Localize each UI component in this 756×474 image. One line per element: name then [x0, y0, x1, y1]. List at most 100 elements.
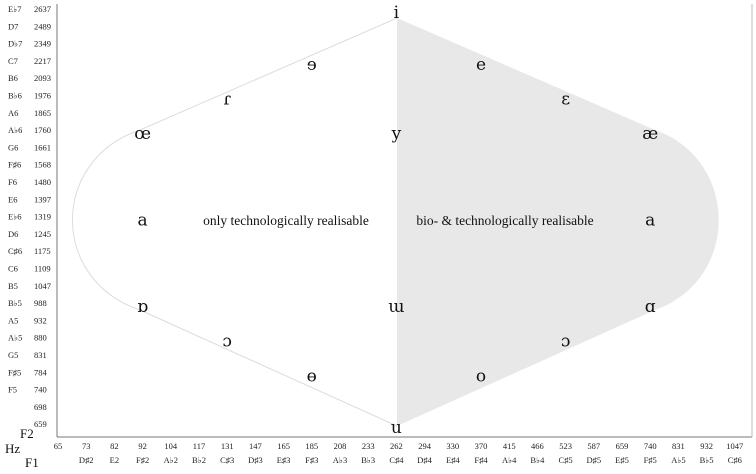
f2-note-tick: A♭6 — [8, 125, 22, 135]
f1-note-tick: C♯6 — [728, 455, 742, 465]
vowel-symbol: ɾ — [223, 90, 231, 110]
f1-note-tick: B♭4 — [530, 455, 545, 465]
f1-hz-tick: 370 — [475, 441, 488, 451]
vowel-symbol: ɛ — [561, 90, 570, 110]
f1-hz-tick: 73 — [82, 441, 91, 451]
vowel-symbol: ɯ — [388, 297, 404, 317]
f1-note-tick: A♭4 — [502, 455, 517, 465]
f2-hz-tick: 831 — [34, 350, 47, 360]
vowel-symbol: ɔ — [222, 332, 232, 352]
f2-hz-tick: 784 — [34, 367, 48, 377]
f2-hz-tick: 1175 — [34, 246, 51, 256]
f1-note-tick: B♭2 — [192, 455, 206, 465]
f2-note-tick: A♭5 — [8, 333, 22, 343]
f1-hz-tick: 233 — [362, 441, 375, 451]
f2-hz-tick: 2489 — [34, 21, 51, 31]
f1-note-tick: E♯3 — [277, 455, 291, 465]
f2-note-tick: E♭7 — [8, 4, 21, 14]
f1-note-tick: A♭3 — [333, 455, 347, 465]
vowel-symbols: i ɘ e ɾ ɛ œ y æ a a ɒ ɯ ɑ ɔ ɔ ɵ o u — [134, 3, 658, 438]
f1-hz-tick: 82 — [110, 441, 119, 451]
f2-note-tick: C♯6 — [8, 246, 22, 256]
f2-hz-tick: 1865 — [34, 108, 51, 118]
f1-hz-tick: 415 — [503, 441, 516, 451]
vowel-symbol: ɑ — [645, 297, 656, 317]
vowel-symbol: i — [394, 3, 400, 23]
f1-note-tick: B♭3 — [361, 455, 375, 465]
vowel-symbol: a — [645, 211, 655, 231]
f1-hz-tick: 208 — [334, 441, 347, 451]
f2-hz-tick: 932 — [34, 315, 47, 325]
vowel-symbol: y — [391, 124, 402, 144]
hz-unit-label: Hz — [5, 441, 20, 456]
f1-note-tick: D♯4 — [417, 455, 432, 465]
f2-note-tick: A6 — [8, 108, 18, 118]
f2-hz-tick: 2093 — [34, 73, 51, 83]
f2-hz-tick: 988 — [34, 298, 47, 308]
f1-axis-label: F1 — [25, 455, 39, 470]
f2-note-tick: G5 — [8, 350, 18, 360]
f1-note-tick: D♯3 — [248, 455, 263, 465]
f1-note-tick: C♯5 — [559, 455, 573, 465]
f1-hz-tick: 831 — [672, 441, 685, 451]
f2-hz-tick: 1109 — [34, 264, 51, 274]
vowel-symbol: æ — [642, 124, 658, 144]
f2-hz-tick: 880 — [34, 333, 47, 343]
f1-hz-tick: 1047 — [726, 441, 743, 451]
f2-note-tick: A5 — [8, 315, 18, 325]
f1-note-tick: F♯3 — [305, 455, 318, 465]
vowel-symbol: ɔ — [561, 332, 571, 352]
f1-note-labels: D♯2 E2 F♯2 A♭2 B♭2 C♯3 D♯3 E♯3 F♯3 A♭3 B♭3 C♯4 D♯4 E♯… — [79, 455, 742, 465]
f2-note-tick: D7 — [8, 21, 18, 31]
f1-hz-tick: 65 — [54, 441, 63, 451]
f2-note-tick: F♯5 — [8, 367, 21, 377]
f1-note-tick: A♭5 — [671, 455, 685, 465]
f2-note-tick: B♭5 — [8, 298, 22, 308]
f1-hz-tick: 932 — [700, 441, 713, 451]
f1-note-tick: D♯2 — [79, 455, 94, 465]
f2-hz-tick: 1047 — [34, 281, 51, 291]
f2-note-tick: D6 — [8, 229, 18, 239]
f2-note-tick: E6 — [8, 194, 17, 204]
f2-hz-tick: 740 — [34, 385, 47, 395]
f1-hz-tick: 587 — [587, 441, 600, 451]
f2-note-tick: F♯6 — [8, 160, 21, 170]
f1-note-tick: E♯5 — [615, 455, 629, 465]
f2-hz-tick: 1397 — [34, 194, 51, 204]
region-label-tech-only: only technologically realisable — [203, 213, 369, 228]
vowel-symbol: e — [476, 55, 486, 75]
vowel-symbol: o — [476, 366, 486, 386]
f2-hz-tick: 2217 — [34, 56, 51, 66]
f2-hz-tick: 1568 — [34, 160, 51, 170]
f1-hz-tick: 92 — [138, 441, 147, 451]
vowel-symbol: ɘ — [307, 55, 317, 75]
f1-note-tick: F♯4 — [474, 455, 488, 465]
f2-note-tick: B5 — [8, 281, 18, 291]
f2-note-tick: F6 — [8, 177, 17, 187]
f2-note-tick: C7 — [8, 56, 18, 66]
f2-note-labels: E♭7 D7 D♭7 C7 B6 B♭6 A6 A♭6 G6 F♯6 F6 E6 E♭6 D6 C♯6 C6 B… — [8, 4, 22, 395]
f2-hz-tick: 1319 — [34, 212, 51, 222]
f1-hz-tick: 294 — [418, 441, 432, 451]
f1-hz-tick: 147 — [249, 441, 262, 451]
f2-hz-tick: 1976 — [34, 91, 51, 101]
f1-hz-tick: 131 — [221, 441, 234, 451]
f1-note-tick: B♭5 — [700, 455, 714, 465]
vowel-symbol: ɵ — [307, 366, 317, 386]
f2-note-tick: E♭6 — [8, 212, 21, 222]
vowel-symbol: u — [391, 418, 402, 438]
f2-note-tick: F5 — [8, 385, 17, 395]
f1-hz-tick: 659 — [616, 441, 629, 451]
f2-hz-tick: 1245 — [34, 229, 51, 239]
bio-technological-region — [397, 18, 719, 426]
f1-hz-tick: 523 — [559, 441, 572, 451]
f1-note-tick: E♯4 — [446, 455, 460, 465]
f2-note-tick: D♭7 — [8, 39, 22, 49]
f1-hz-tick: 185 — [305, 441, 318, 451]
f2-hz-tick: 1760 — [34, 125, 51, 135]
f2-hz-tick: 698 — [34, 402, 47, 412]
f1-hz-tick: 262 — [390, 441, 403, 451]
f1-hz-tick: 740 — [644, 441, 657, 451]
f1-hz-tick: 117 — [193, 441, 205, 451]
f1-note-tick: F♯5 — [644, 455, 657, 465]
